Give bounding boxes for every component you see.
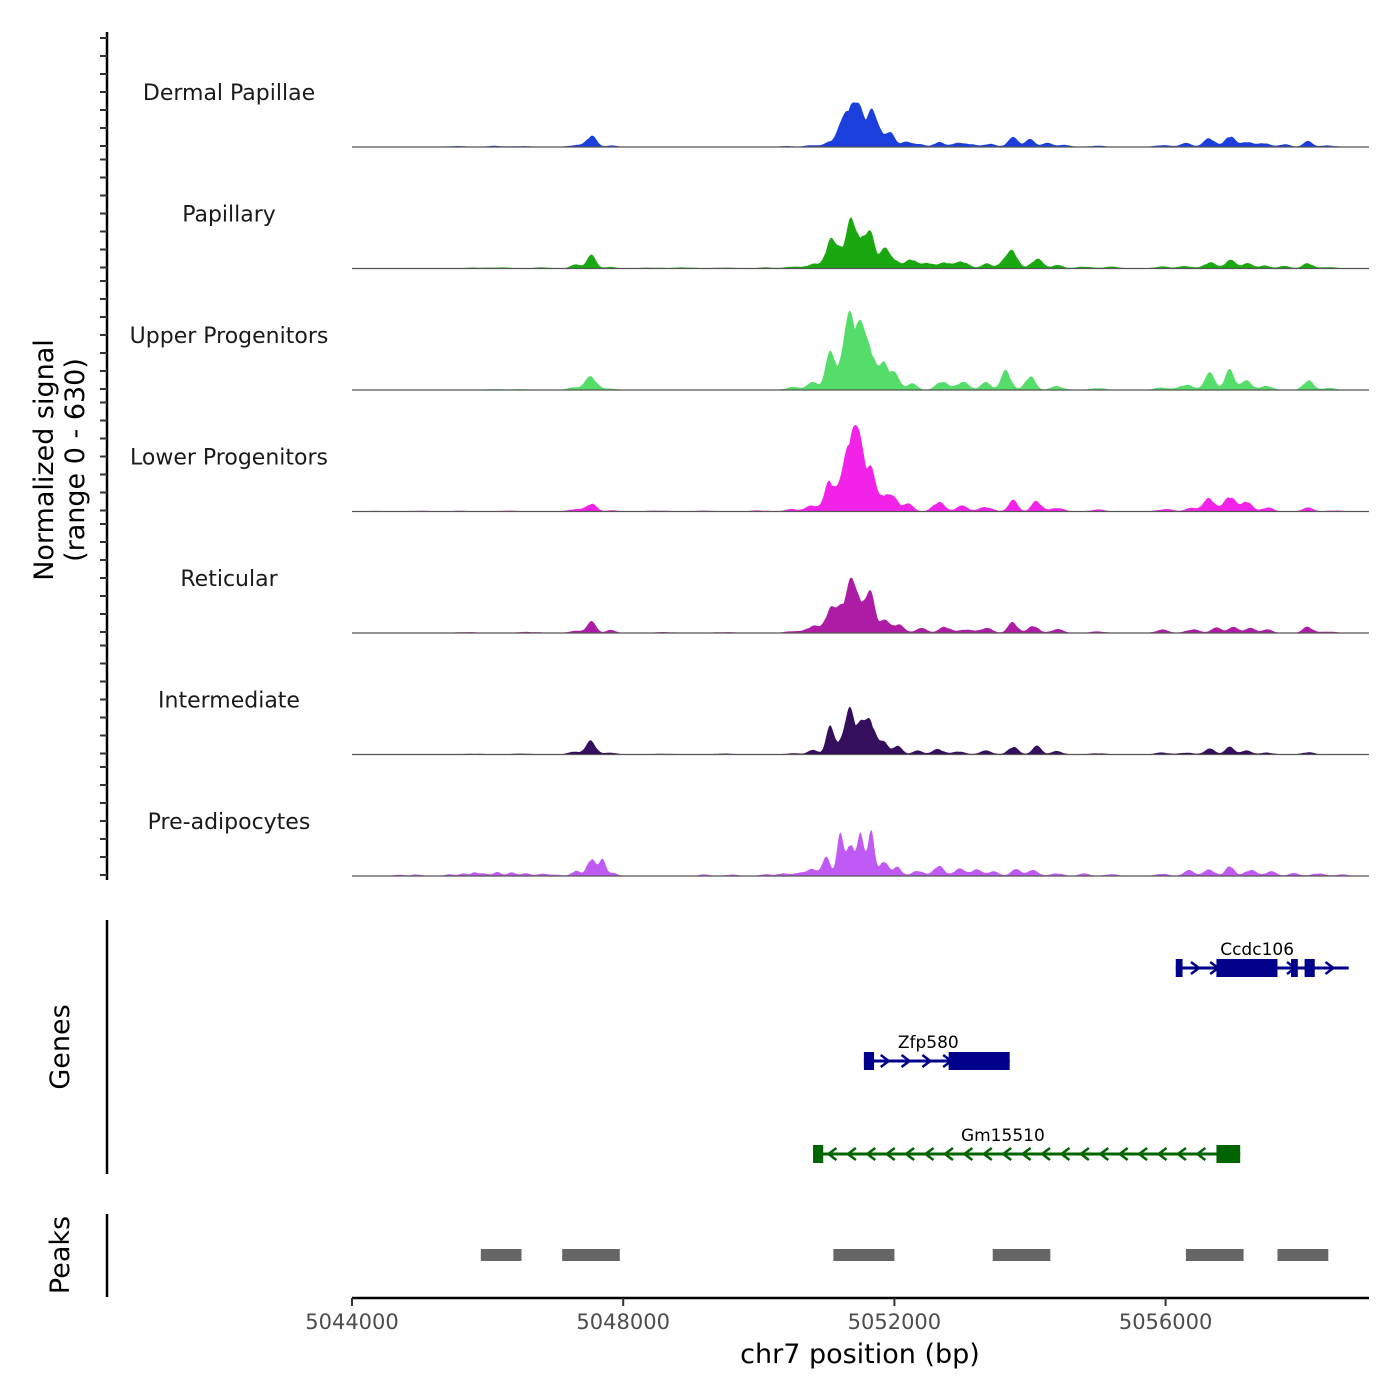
x-tick-label: 5044000 <box>305 1310 399 1334</box>
track-label: Reticular <box>180 567 278 592</box>
peak-region <box>833 1249 895 1261</box>
strand-arrow <box>942 1147 954 1161</box>
coverage-tracks-panel: Dermal Papillae Papillary Upper Progenitor… <box>130 81 1369 877</box>
exon-block <box>1216 959 1278 977</box>
strand-arrow <box>826 1147 838 1161</box>
exon-block <box>863 1052 875 1070</box>
strand-arrow <box>879 1054 891 1068</box>
exon-block <box>1216 1145 1241 1163</box>
coverage-area <box>352 102 1369 147</box>
coverage-y-axis <box>100 32 109 880</box>
strand-arrow <box>1001 1147 1012 1161</box>
x-axis: 5044000 5048000 5052000 5056000 <box>305 1296 1369 1334</box>
strand-arrow <box>962 1147 974 1161</box>
track-label: Dermal Papillae <box>143 81 315 106</box>
peaks-panel <box>480 1249 1329 1261</box>
track-upper-progenitors: Upper Progenitors <box>130 310 1369 391</box>
coverage-area <box>352 425 1369 512</box>
peaks-y-axis-title: Peaks <box>45 1216 76 1294</box>
strand-arrow <box>1098 1147 1110 1161</box>
coverage-y-axis-title: Normalized signal <box>29 339 60 581</box>
strand-arrow <box>923 1147 935 1161</box>
coverage-area <box>352 310 1369 390</box>
strand-arrow <box>1059 1147 1071 1161</box>
strand-arrow <box>900 1054 912 1068</box>
gene-annotation-panel: Ccdc106 Zfp580 Gm15510 <box>813 940 1349 1163</box>
track-papillary: Papillary <box>182 203 1369 270</box>
exon-block <box>1291 959 1298 977</box>
strand-arrow <box>1156 1147 1168 1161</box>
exon-block <box>948 1052 1010 1070</box>
gene-zfp580: Zfp580 <box>863 1033 1010 1070</box>
strand-arrow <box>1039 1147 1051 1161</box>
x-tick-label: 5048000 <box>576 1310 670 1334</box>
track-label: Papillary <box>182 203 276 228</box>
strand-arrow <box>1195 1147 1207 1161</box>
coverage-area <box>352 706 1369 755</box>
peak-region <box>562 1249 620 1261</box>
track-label: Lower Progenitors <box>130 446 328 471</box>
gene-label: Zfp580 <box>898 1033 959 1053</box>
strand-arrow <box>1020 1147 1032 1161</box>
strand-arrow <box>1117 1147 1129 1161</box>
peak-region <box>1277 1249 1329 1261</box>
strand-arrow <box>1324 961 1336 975</box>
track-label: Pre-adipocytes <box>148 810 311 835</box>
peak-region <box>480 1249 522 1261</box>
coverage-area <box>352 830 1369 876</box>
track-lower-progenitors: Lower Progenitors <box>130 425 1369 513</box>
gene-label: Ccdc106 <box>1220 940 1294 960</box>
x-tick-label: 5056000 <box>1119 1310 1213 1334</box>
strand-arrow <box>904 1147 915 1161</box>
coverage-area <box>352 217 1369 269</box>
strand-arrow <box>1175 1147 1187 1161</box>
exon-block <box>1175 959 1183 977</box>
track-label: Upper Progenitors <box>130 324 329 349</box>
x-axis-title: chr7 position (bp) <box>740 1339 980 1370</box>
peak-region <box>1185 1249 1244 1261</box>
strand-arrow <box>981 1147 993 1161</box>
strand-arrow <box>845 1147 857 1161</box>
track-dermal-papillae: Dermal Papillae <box>143 81 1369 148</box>
exon-block <box>1304 959 1315 977</box>
coverage-y-axis-subtitle: (range 0 - 630) <box>60 358 91 562</box>
track-pre-adipocytes: Pre-adipocytes <box>148 810 1369 877</box>
gene-label: Gm15510 <box>961 1126 1045 1146</box>
genes-y-axis-title: Genes <box>45 1004 76 1089</box>
strand-arrow <box>1190 961 1202 975</box>
strand-arrow <box>921 1054 933 1068</box>
gene-ccdc106: Ccdc106 <box>1175 940 1349 977</box>
coverage-area <box>352 577 1369 633</box>
gene-gm15510: Gm15510 <box>813 1126 1241 1163</box>
x-tick-label: 5052000 <box>848 1310 942 1334</box>
track-reticular: Reticular <box>180 567 1369 634</box>
strand-arrow <box>865 1147 877 1161</box>
strand-arrow <box>1137 1147 1148 1161</box>
strand-arrow <box>884 1147 896 1161</box>
strand-arrow <box>1078 1147 1090 1161</box>
track-label: Intermediate <box>158 689 300 714</box>
track-intermediate: Intermediate <box>158 689 1369 756</box>
peak-region <box>992 1249 1051 1261</box>
exon-block <box>813 1145 824 1163</box>
